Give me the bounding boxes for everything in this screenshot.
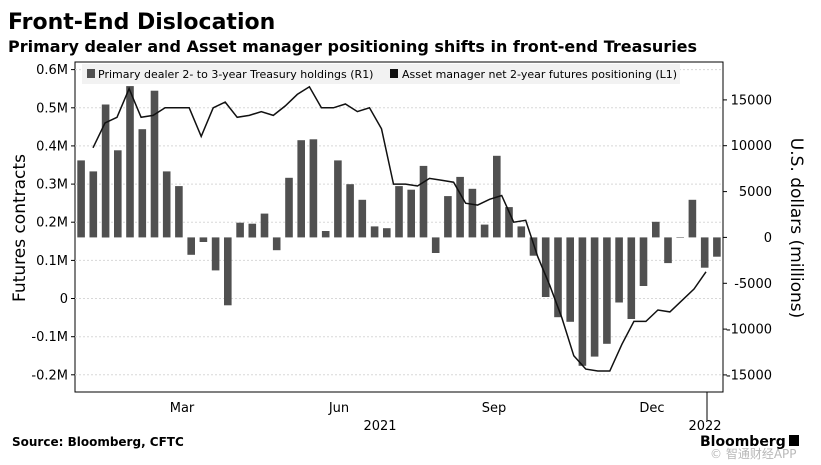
bar-51	[700, 237, 709, 268]
left-tick-label-2: 0	[60, 292, 68, 307]
bar-2	[101, 104, 110, 238]
x-month-label-3: Dec	[639, 401, 664, 416]
bar-15	[260, 213, 269, 238]
bar-29	[431, 237, 440, 253]
bar-52	[713, 237, 721, 257]
bar-16	[272, 237, 281, 251]
bar-18	[297, 140, 305, 238]
x-axis-ticks: Mar Jun Sep Dec 2021 2022	[170, 392, 722, 434]
left-tick-label-5: 0.3M	[36, 178, 68, 193]
bar-20	[321, 231, 330, 238]
left-axis-ticks: -0.2M -0.1M 0 0.1M 0.2M 0.3M 0.4M 0.5M 0.6M	[31, 63, 75, 383]
legend-swatch-asset-manager	[390, 69, 398, 78]
x-year-label-0: 2021	[363, 419, 396, 434]
bar-40	[566, 237, 574, 322]
bar-31	[456, 176, 464, 238]
bar-8	[175, 186, 183, 238]
right-axis-label: U.S. dollars (millions)	[786, 138, 806, 319]
source-note: Source: Bloomberg, CFTC	[12, 435, 184, 449]
bar-28	[419, 165, 428, 238]
left-tick-label-6: 0.4M	[36, 139, 68, 154]
right-tick-label-0: -15000	[726, 368, 772, 383]
x-month-label-2: Sep	[482, 401, 507, 416]
bar-45	[627, 237, 636, 319]
bar-32	[468, 188, 477, 238]
right-axis-ticks: -15000 -10000 -5000 0 5000 10000 15000	[723, 93, 772, 383]
bar-14	[248, 223, 257, 238]
bar-26	[395, 186, 403, 238]
legend-label-asset-manager: Asset manager net 2-year futures positio…	[402, 68, 677, 81]
bar-1	[89, 171, 98, 238]
bar-4	[126, 86, 134, 238]
bar-12	[224, 237, 232, 306]
brand-logo: Bloomberg	[700, 434, 786, 450]
bar-10	[199, 237, 208, 242]
left-tick-label-0: -0.2M	[31, 368, 68, 383]
bar-19	[309, 139, 318, 238]
bar-47	[652, 221, 660, 238]
bar-17	[285, 177, 293, 238]
chart-subtitle: Primary dealer and Asset manager positio…	[8, 37, 697, 56]
bar-38	[541, 237, 550, 297]
legend-background	[82, 64, 680, 84]
bar-7	[162, 171, 171, 238]
bar-50	[688, 199, 697, 238]
bar-13	[236, 222, 244, 238]
bar-9	[187, 237, 195, 255]
right-tick-label-2: -5000	[734, 277, 772, 292]
left-axis-label: Futures contracts	[10, 154, 30, 302]
bar-35	[505, 207, 513, 238]
legend-swatch-primary-dealer	[87, 69, 95, 78]
bar-5	[138, 129, 147, 238]
watermark: © 智通财经APP	[710, 446, 797, 461]
left-tick-label-7: 0.5M	[36, 101, 68, 116]
bar-6	[150, 90, 159, 238]
right-tick-label-5: 10000	[731, 139, 772, 154]
line-series-asset-manager	[92, 85, 707, 372]
right-tick-label-4: 5000	[739, 185, 772, 200]
bar-23	[358, 199, 367, 238]
brand-logo-mark	[789, 435, 799, 446]
bar-30	[444, 196, 452, 238]
bar-0	[77, 160, 85, 238]
x-year-label-1: 2022	[688, 419, 721, 434]
bar-3	[114, 150, 122, 238]
bar-22	[346, 184, 354, 238]
right-tick-label-6: 15000	[731, 93, 772, 108]
bar-11	[211, 237, 220, 271]
left-tick-label-4: 0.2M	[36, 216, 68, 231]
x-month-label-0: Mar	[170, 401, 195, 416]
bar-37	[529, 237, 538, 256]
bar-36	[517, 226, 526, 238]
bar-49	[676, 237, 684, 238]
right-tick-label-1: -10000	[726, 323, 772, 338]
bar-46	[639, 237, 648, 286]
bar-41	[578, 237, 587, 366]
legend-label-primary-dealer: Primary dealer 2- to 3-year Treasury hol…	[98, 68, 373, 81]
bar-21	[334, 160, 342, 238]
x-month-label-1: Jun	[328, 401, 349, 416]
bar-series	[77, 86, 721, 366]
bar-25	[383, 228, 391, 238]
left-tick-label-8: 0.6M	[36, 63, 68, 78]
bar-33	[480, 224, 489, 238]
bar-43	[603, 237, 611, 344]
bar-24	[370, 226, 379, 238]
left-tick-label-1: -0.1M	[31, 330, 68, 345]
bar-42	[590, 237, 599, 357]
chart-title: Front-End Dislocation	[8, 10, 275, 35]
bar-39	[554, 237, 562, 318]
bar-44	[615, 237, 623, 303]
right-tick-label-3: 0	[764, 231, 772, 246]
left-tick-label-3: 0.1M	[36, 254, 68, 269]
legend: Primary dealer 2- to 3-year Treasury hol…	[82, 64, 680, 84]
bar-27	[407, 189, 415, 238]
bar-48	[664, 237, 672, 264]
